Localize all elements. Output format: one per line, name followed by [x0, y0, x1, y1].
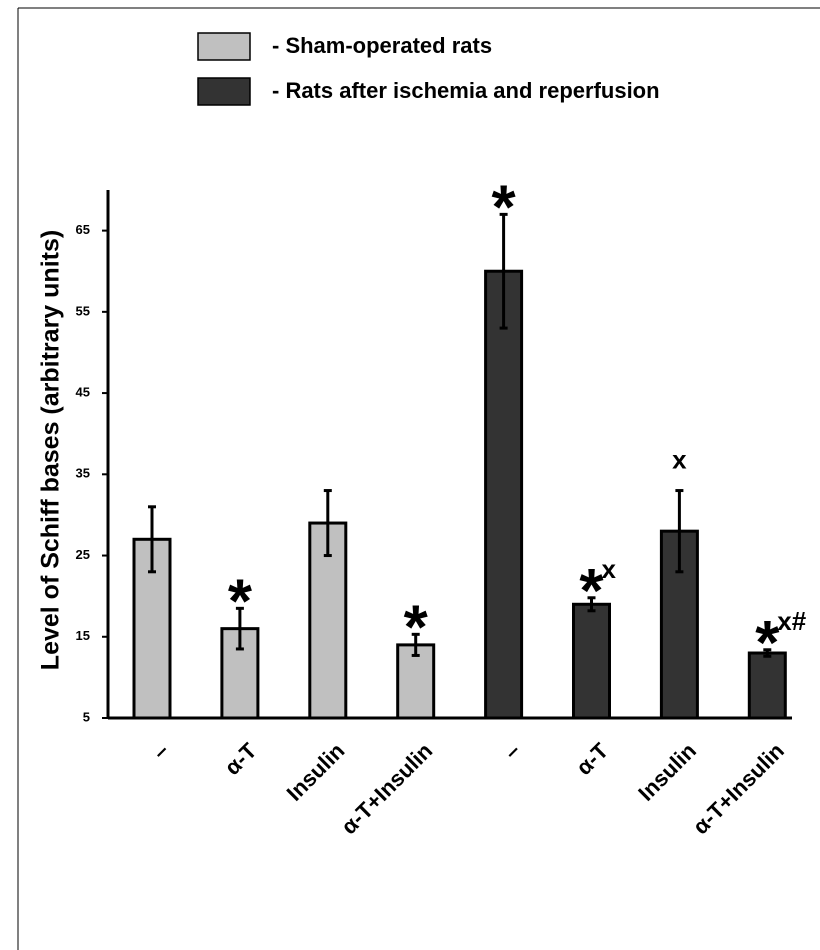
y-tick-label: 35: [76, 466, 90, 481]
significance-star: *: [404, 593, 429, 662]
significance-star: *: [755, 609, 780, 678]
significance-star: *: [228, 567, 253, 636]
y-tick-label: 25: [76, 547, 90, 562]
y-tick-label: 45: [76, 385, 90, 400]
y-tick-label: 5: [83, 709, 90, 724]
bar: [484, 269, 524, 720]
significance-star: *: [579, 557, 604, 626]
y-axis-label: Level of Schiff bases (arbitrary units): [37, 230, 65, 670]
legend-label: - Rats after ischemia and reperfusion: [272, 78, 660, 103]
bar: [396, 643, 436, 720]
significance-letter: x#: [777, 606, 806, 636]
significance-letter: x: [602, 554, 617, 584]
legend-label: - Sham-operated rats: [272, 33, 492, 58]
legend-swatch: [197, 32, 251, 61]
significance-letter: x: [672, 445, 687, 475]
significance-star: *: [492, 173, 517, 242]
y-tick-label: 55: [76, 303, 90, 318]
legend-swatch: [197, 77, 251, 106]
y-tick-label: 15: [76, 628, 90, 643]
y-tick-label: 65: [76, 222, 90, 237]
